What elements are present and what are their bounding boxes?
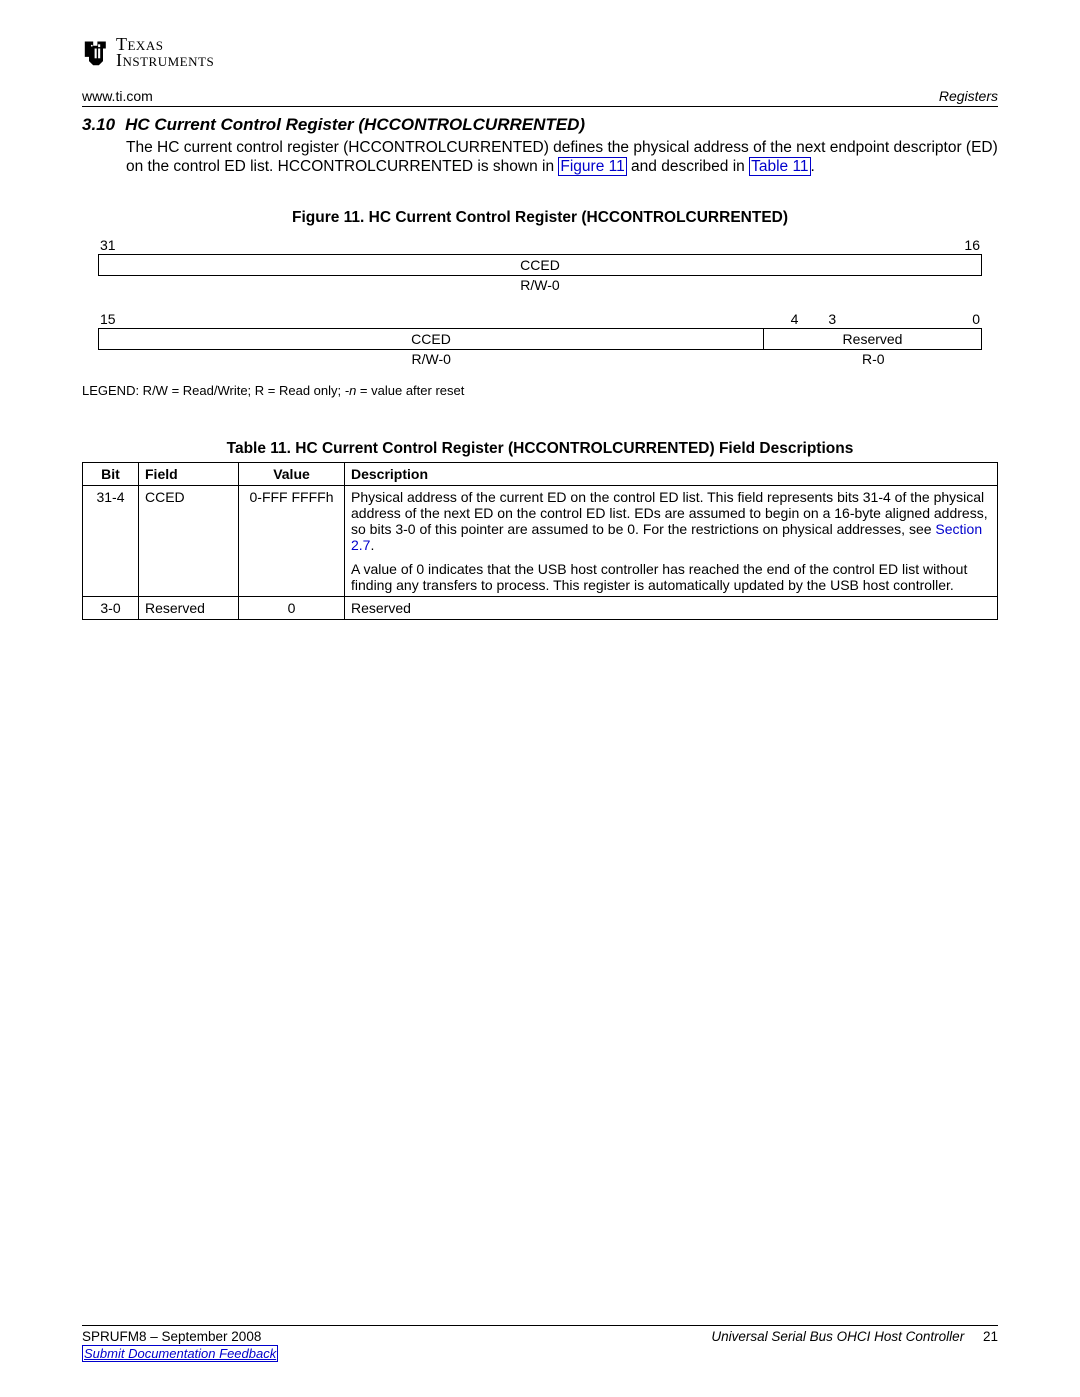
header-url[interactable]: www.ti.com <box>82 88 153 104</box>
logo-line2: Instruments <box>116 52 214 68</box>
td-field: CCED <box>139 486 239 597</box>
td-desc: Reserved <box>345 597 998 620</box>
footer-doc-id: SPRUFM8 – September 2008 <box>82 1329 261 1344</box>
desc-p2: A value of 0 indicates that the USB host… <box>351 561 991 593</box>
bit-4: 4 <box>791 311 799 327</box>
td-value: 0 <box>239 597 345 620</box>
table-row: 3-0 Reserved 0 Reserved <box>83 597 998 620</box>
figure-legend: LEGEND: R/W = Read/Write; R = Read only;… <box>82 383 998 398</box>
figure-link[interactable]: Figure 11 <box>558 157 626 176</box>
body-p2: and described in <box>627 158 749 175</box>
page-footer: SPRUFM8 – September 2008 Universal Seria… <box>82 1325 998 1361</box>
legend-suffix: = value after reset <box>356 383 464 398</box>
footer-title: Universal Serial Bus OHCI Host Controlle… <box>711 1329 964 1344</box>
td-bit: 31-4 <box>83 486 139 597</box>
bit-16: 16 <box>964 237 980 253</box>
section-title-text: HC Current Control Register (HCCONTROLCU… <box>125 115 585 134</box>
bit-0: 0 <box>972 311 980 327</box>
legend-n: -n <box>345 383 357 398</box>
footer-page-number: 21 <box>983 1329 998 1344</box>
bit-31: 31 <box>100 237 116 253</box>
bit-3: 3 <box>828 311 836 327</box>
reg-field-cced-lo: CCED <box>99 329 764 349</box>
register-diagram: 31 16 CCED R/W-0 15 4 3 0 CCED Reserved … <box>98 237 982 367</box>
reg-field-cced-hi: CCED <box>98 254 982 276</box>
legend-prefix: LEGEND: R/W = Read/Write; R = Read only; <box>82 383 345 398</box>
desc-p1: Physical address of the current ED on th… <box>351 489 988 537</box>
table-caption: Table 11. HC Current Control Register (H… <box>82 440 998 458</box>
section-body: The HC current control register (HCCONTR… <box>126 139 998 177</box>
feedback-link[interactable]: Submit Documentation Feedback <box>82 1345 278 1362</box>
th-value: Value <box>239 463 345 486</box>
bit-15: 15 <box>100 311 116 327</box>
td-value: 0-FFF FFFFh <box>239 486 345 597</box>
reg-rw-lo-b: R-0 <box>765 351 982 367</box>
page-header-bar: www.ti.com Registers <box>82 88 998 107</box>
figure-caption: Figure 11. HC Current Control Register (… <box>82 209 998 227</box>
ti-chip-icon <box>82 37 110 67</box>
ti-logo: Texas Instruments <box>82 36 998 68</box>
table-link[interactable]: Table 11 <box>749 157 810 176</box>
body-p3: . <box>811 158 815 175</box>
desc-p1-end: . <box>370 537 374 553</box>
reg-field-reserved: Reserved <box>764 329 981 349</box>
section-number: 3.10 <box>82 115 115 134</box>
th-bit: Bit <box>83 463 139 486</box>
th-desc: Description <box>345 463 998 486</box>
td-desc: Physical address of the current ED on th… <box>345 486 998 597</box>
section-heading: 3.10 HC Current Control Register (HCCONTR… <box>82 115 998 135</box>
table-header-row: Bit Field Value Description <box>83 463 998 486</box>
reg-rw-lo-a: R/W-0 <box>98 351 765 367</box>
td-field: Reserved <box>139 597 239 620</box>
reg-rw-hi: R/W-0 <box>98 276 982 311</box>
field-description-table: Bit Field Value Description 31-4 CCED 0-… <box>82 462 998 620</box>
td-bit: 3-0 <box>83 597 139 620</box>
th-field: Field <box>139 463 239 486</box>
table-row: 31-4 CCED 0-FFF FFFFh Physical address o… <box>83 486 998 597</box>
header-section: Registers <box>939 88 998 104</box>
